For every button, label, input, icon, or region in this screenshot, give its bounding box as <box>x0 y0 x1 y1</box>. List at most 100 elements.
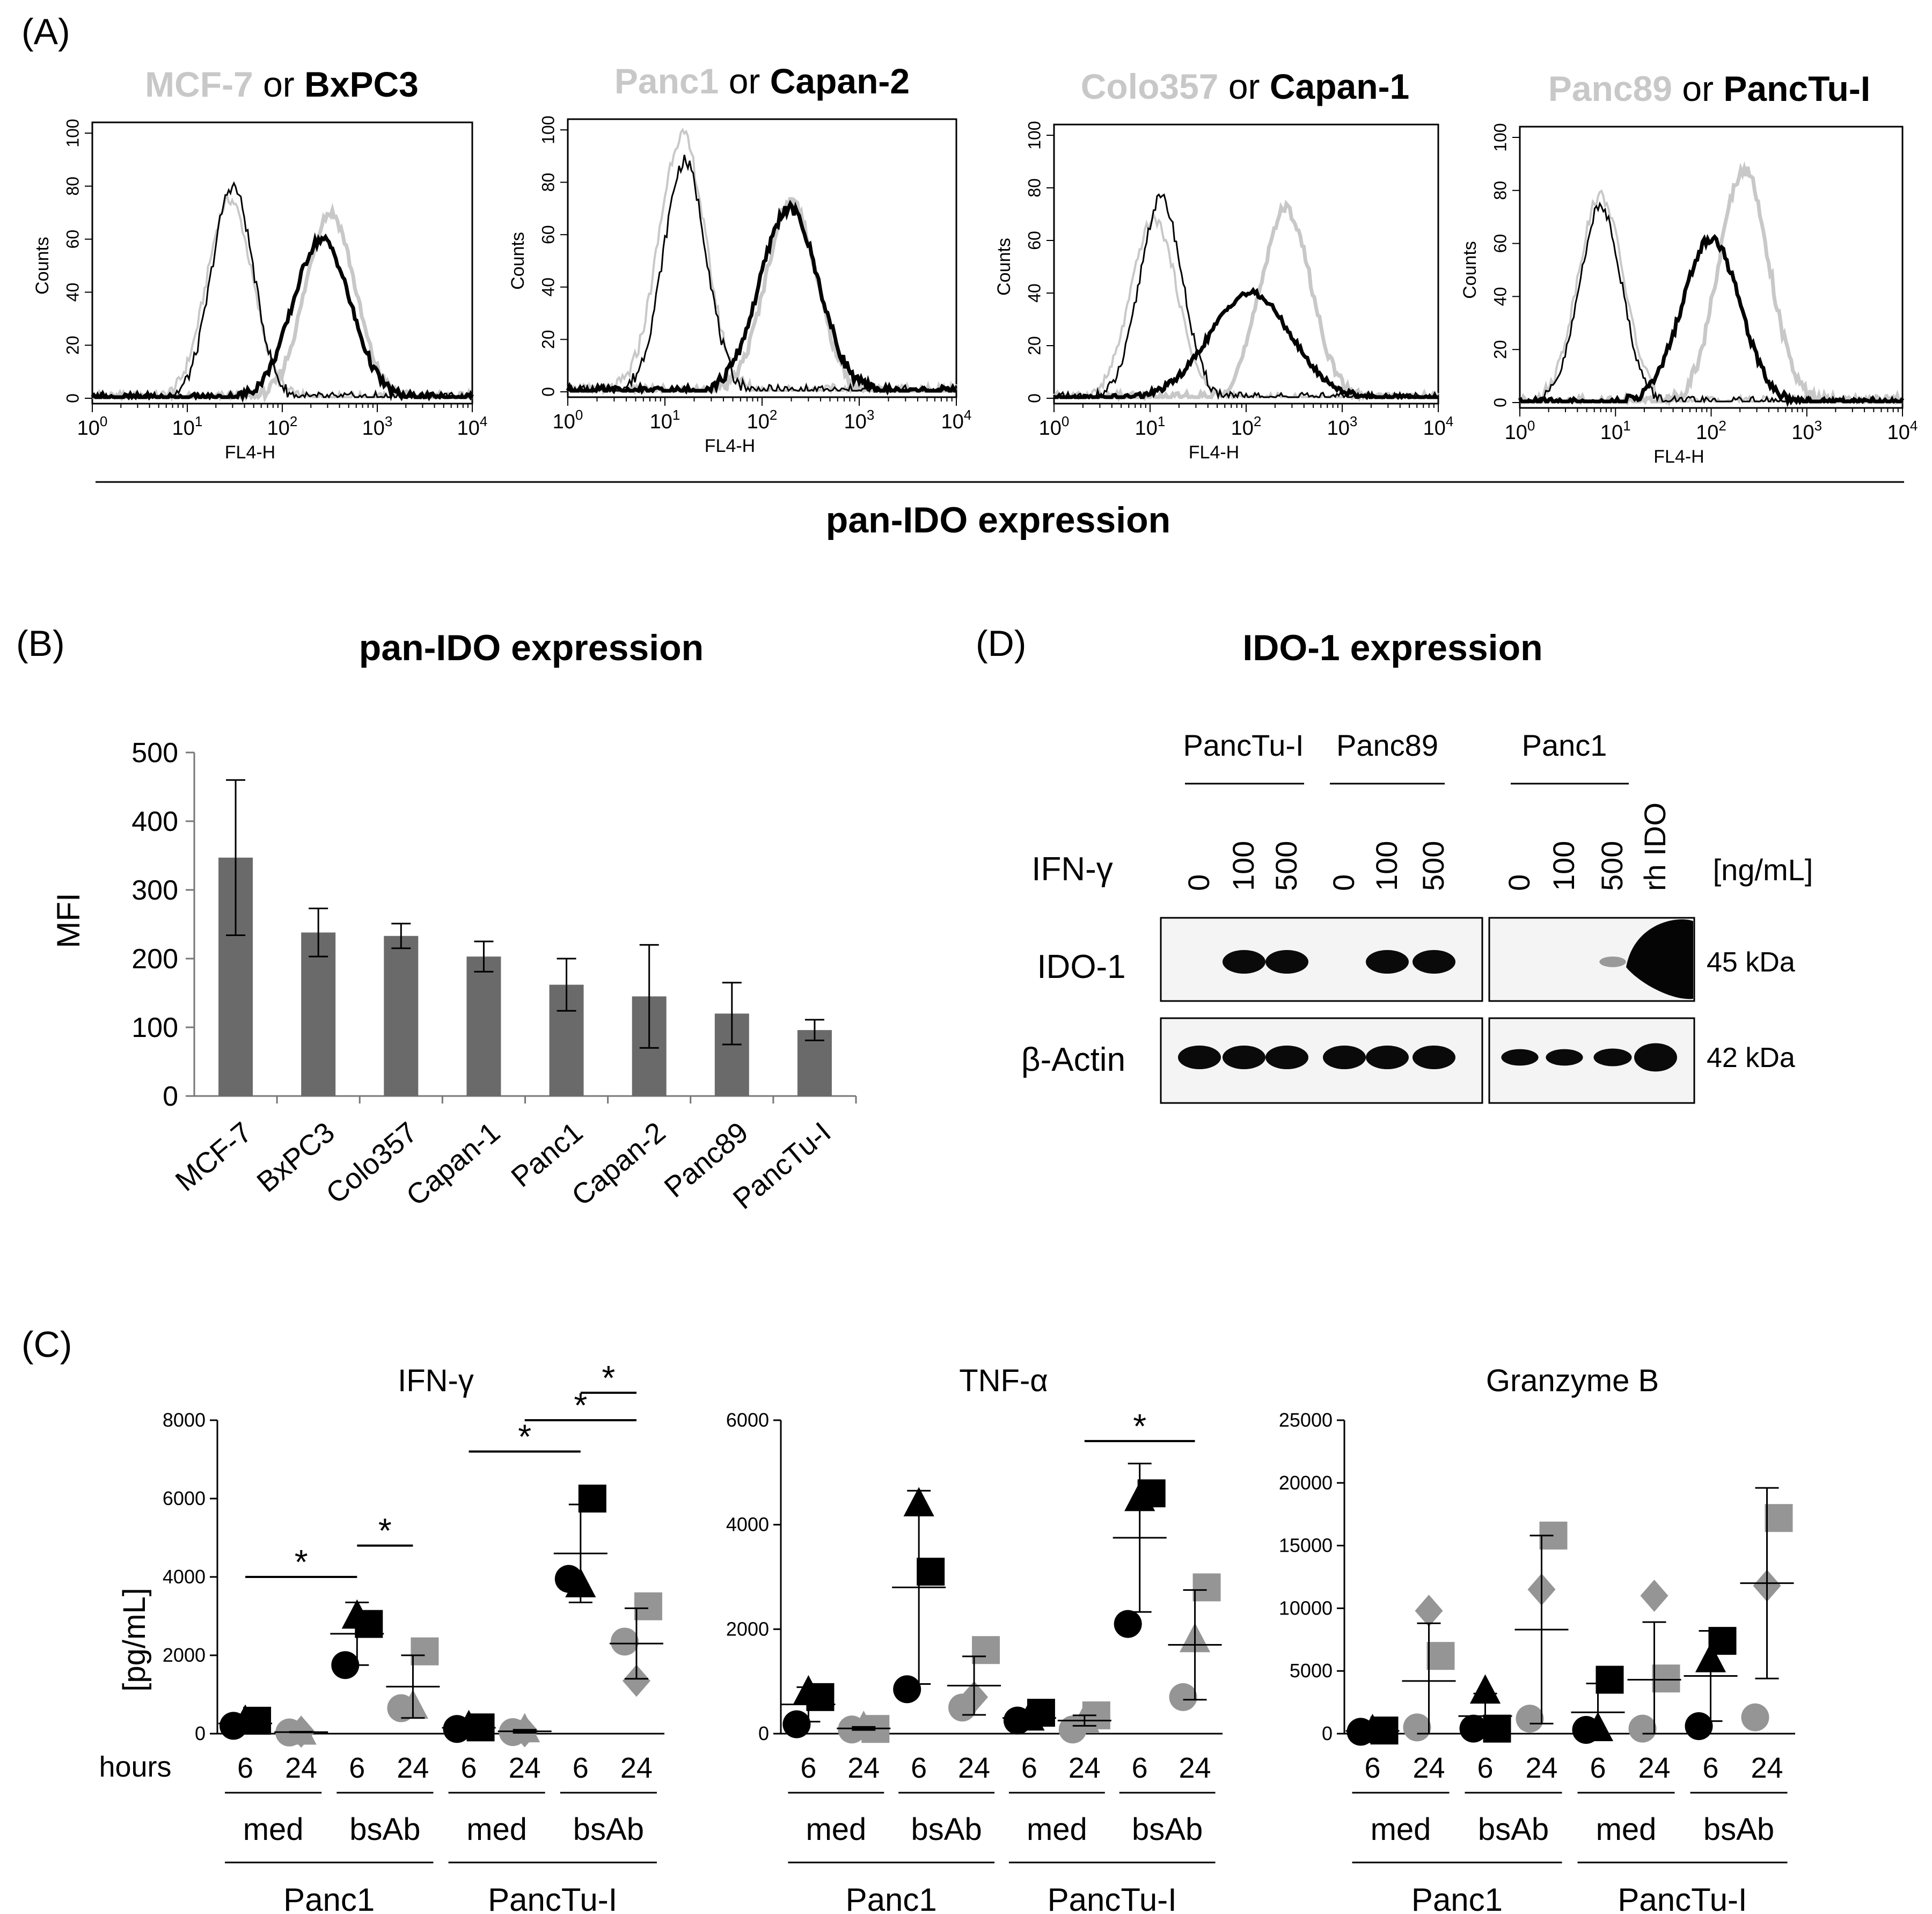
y-tick-label: 6000 <box>163 1487 206 1509</box>
wb-band <box>1413 1046 1455 1069</box>
panel-b-ylabel: MFI <box>50 893 86 948</box>
y-tick-label: 0 <box>63 393 82 403</box>
x-tick-label: 100 <box>77 413 108 440</box>
y-tick-label: 80 <box>538 173 558 192</box>
x-tick-label: 103 <box>362 413 393 440</box>
marker-square <box>1137 1479 1166 1508</box>
marker-square <box>634 1592 662 1620</box>
panel-label-c: (C) <box>21 1324 72 1365</box>
hours-label: 24 <box>1638 1752 1670 1784</box>
bar-BxPC3 <box>301 932 336 1096</box>
panel-a-caption: pan-IDO expression <box>826 500 1170 540</box>
y-tick-label: 25000 <box>1279 1409 1333 1431</box>
wb-mw-actin: 42 kDa <box>1707 1042 1795 1073</box>
x-tick-label: 104 <box>457 413 488 440</box>
x-tick-label: 102 <box>1231 413 1262 440</box>
histogram-frame <box>1519 126 1904 409</box>
hours-label: 24 <box>285 1752 317 1784</box>
histogram-curve-light-stained <box>92 202 473 404</box>
dot-plot-title: Granzyme B <box>1486 1363 1659 1398</box>
histogram-curve-dark-stained <box>1054 287 1438 400</box>
histogram-title-dark: Capan-1 <box>1270 67 1409 106</box>
marker-circle <box>782 1710 811 1738</box>
wb-unit-label: [ng/mL] <box>1713 853 1813 887</box>
panel-d-title: IDO-1 expression <box>1242 627 1542 668</box>
panel-d-western-blot: IDO-1 expression PancTu-I Panc89 Panc1 I… <box>1021 627 1813 1104</box>
y-tick-label: 5000 <box>1290 1660 1333 1682</box>
histogram-title-join: or <box>1672 69 1723 108</box>
wb-lane-label: 100 <box>1370 841 1403 891</box>
cell-line-label: PancTu-I <box>488 1882 617 1914</box>
marker-square <box>917 1558 945 1586</box>
panel-label-d: (D) <box>976 623 1026 664</box>
significance-star: * <box>1133 1407 1146 1445</box>
marker-square <box>578 1485 606 1513</box>
histogram-curve-light-isotype <box>568 128 957 395</box>
y-tick-label: 400 <box>131 806 178 837</box>
cell-line-label: PancTu-I <box>1048 1882 1177 1914</box>
y-tick-label: 60 <box>538 225 558 244</box>
marker-circle <box>1516 1704 1544 1733</box>
bar-Colo357 <box>384 936 419 1096</box>
wb-lane-label: 100 <box>1226 841 1260 891</box>
y-tick-label: 20 <box>1490 340 1510 359</box>
histogram-curve-light-stained <box>566 196 957 396</box>
wb-band <box>1223 950 1265 974</box>
histogram-title-join: or <box>253 64 304 104</box>
dot-plot-title: TNF-α <box>959 1363 1048 1398</box>
wb-lane-label: 500 <box>1416 841 1450 891</box>
hours-label: 24 <box>847 1752 880 1784</box>
histogram-curve-dark-stained <box>1518 233 1905 407</box>
panel-label-b: (B) <box>16 623 65 664</box>
marker-square <box>1652 1664 1680 1693</box>
wb-row-label-actin: β-Actin <box>1021 1041 1125 1078</box>
histogram-title-dark: PancTu-I <box>1723 69 1870 108</box>
y-tick-label: 100 <box>1490 123 1510 151</box>
hours-label: 6 <box>349 1752 365 1784</box>
marker-square <box>411 1637 439 1665</box>
histogram-curve-dark-isotype <box>92 181 473 399</box>
y-tick-label: 0 <box>538 387 558 397</box>
wb-band <box>1178 1046 1221 1069</box>
hours-label: 6 <box>1477 1752 1493 1784</box>
wb-band <box>1501 1049 1539 1066</box>
y-tick-label: 4000 <box>726 1514 769 1536</box>
y-tick-label: 8000 <box>163 1409 206 1431</box>
histogram-title-light: Panc89 <box>1548 69 1672 108</box>
wb-band <box>1413 950 1455 974</box>
y-tick-label: 0 <box>163 1081 178 1112</box>
wb-band <box>1366 1046 1409 1069</box>
y-axis-label: Counts <box>994 238 1014 296</box>
histogram-title-dark: BxPC3 <box>304 64 419 104</box>
y-tick-label: 6000 <box>726 1409 769 1431</box>
y-tick-label: 0 <box>195 1722 206 1744</box>
panel-c-scatter-plots: [pg/mL] hours IFN-γ 0 2000 4000 6000 8000 6 24 6… <box>99 1358 1795 1914</box>
histogram-title-join: or <box>719 61 770 101</box>
hours-label: 24 <box>1413 1752 1445 1784</box>
histogram-4: Panc89 or PancTu-I 0 20 40 60 80 100 Counts 100 1… <box>1460 69 1918 467</box>
y-tick-label: 2000 <box>726 1618 769 1640</box>
hours-label: 24 <box>1069 1752 1101 1784</box>
y-tick-label: 40 <box>538 277 558 297</box>
y-tick-label: 0 <box>1490 398 1510 407</box>
wb-treatment-label: IFN-γ <box>1031 851 1113 888</box>
wb-band <box>1626 919 1693 999</box>
marker-circle <box>1114 1610 1142 1638</box>
y-tick-label: 40 <box>63 283 82 302</box>
hours-label: 6 <box>800 1752 816 1784</box>
x-tick-label: 103 <box>844 407 875 433</box>
hours-label: 6 <box>1590 1752 1606 1784</box>
y-tick-label: 20 <box>538 330 558 349</box>
histogram-curve-light-isotype <box>91 191 473 400</box>
y-tick-label: 20 <box>1024 336 1044 355</box>
wb-band <box>1265 1046 1308 1069</box>
x-tick-label: 100 <box>1505 418 1535 444</box>
x-tick-label: 104 <box>1887 418 1918 444</box>
histogram-title-light: Colo357 <box>1081 67 1219 106</box>
x-tick-label: 101 <box>172 413 203 440</box>
wb-mw-ido1: 45 kDa <box>1707 947 1795 978</box>
bar-Capan-1 <box>466 956 501 1096</box>
x-tick-label: 104 <box>1423 413 1454 440</box>
wb-cell-line-panc89: Panc89 <box>1336 728 1438 762</box>
